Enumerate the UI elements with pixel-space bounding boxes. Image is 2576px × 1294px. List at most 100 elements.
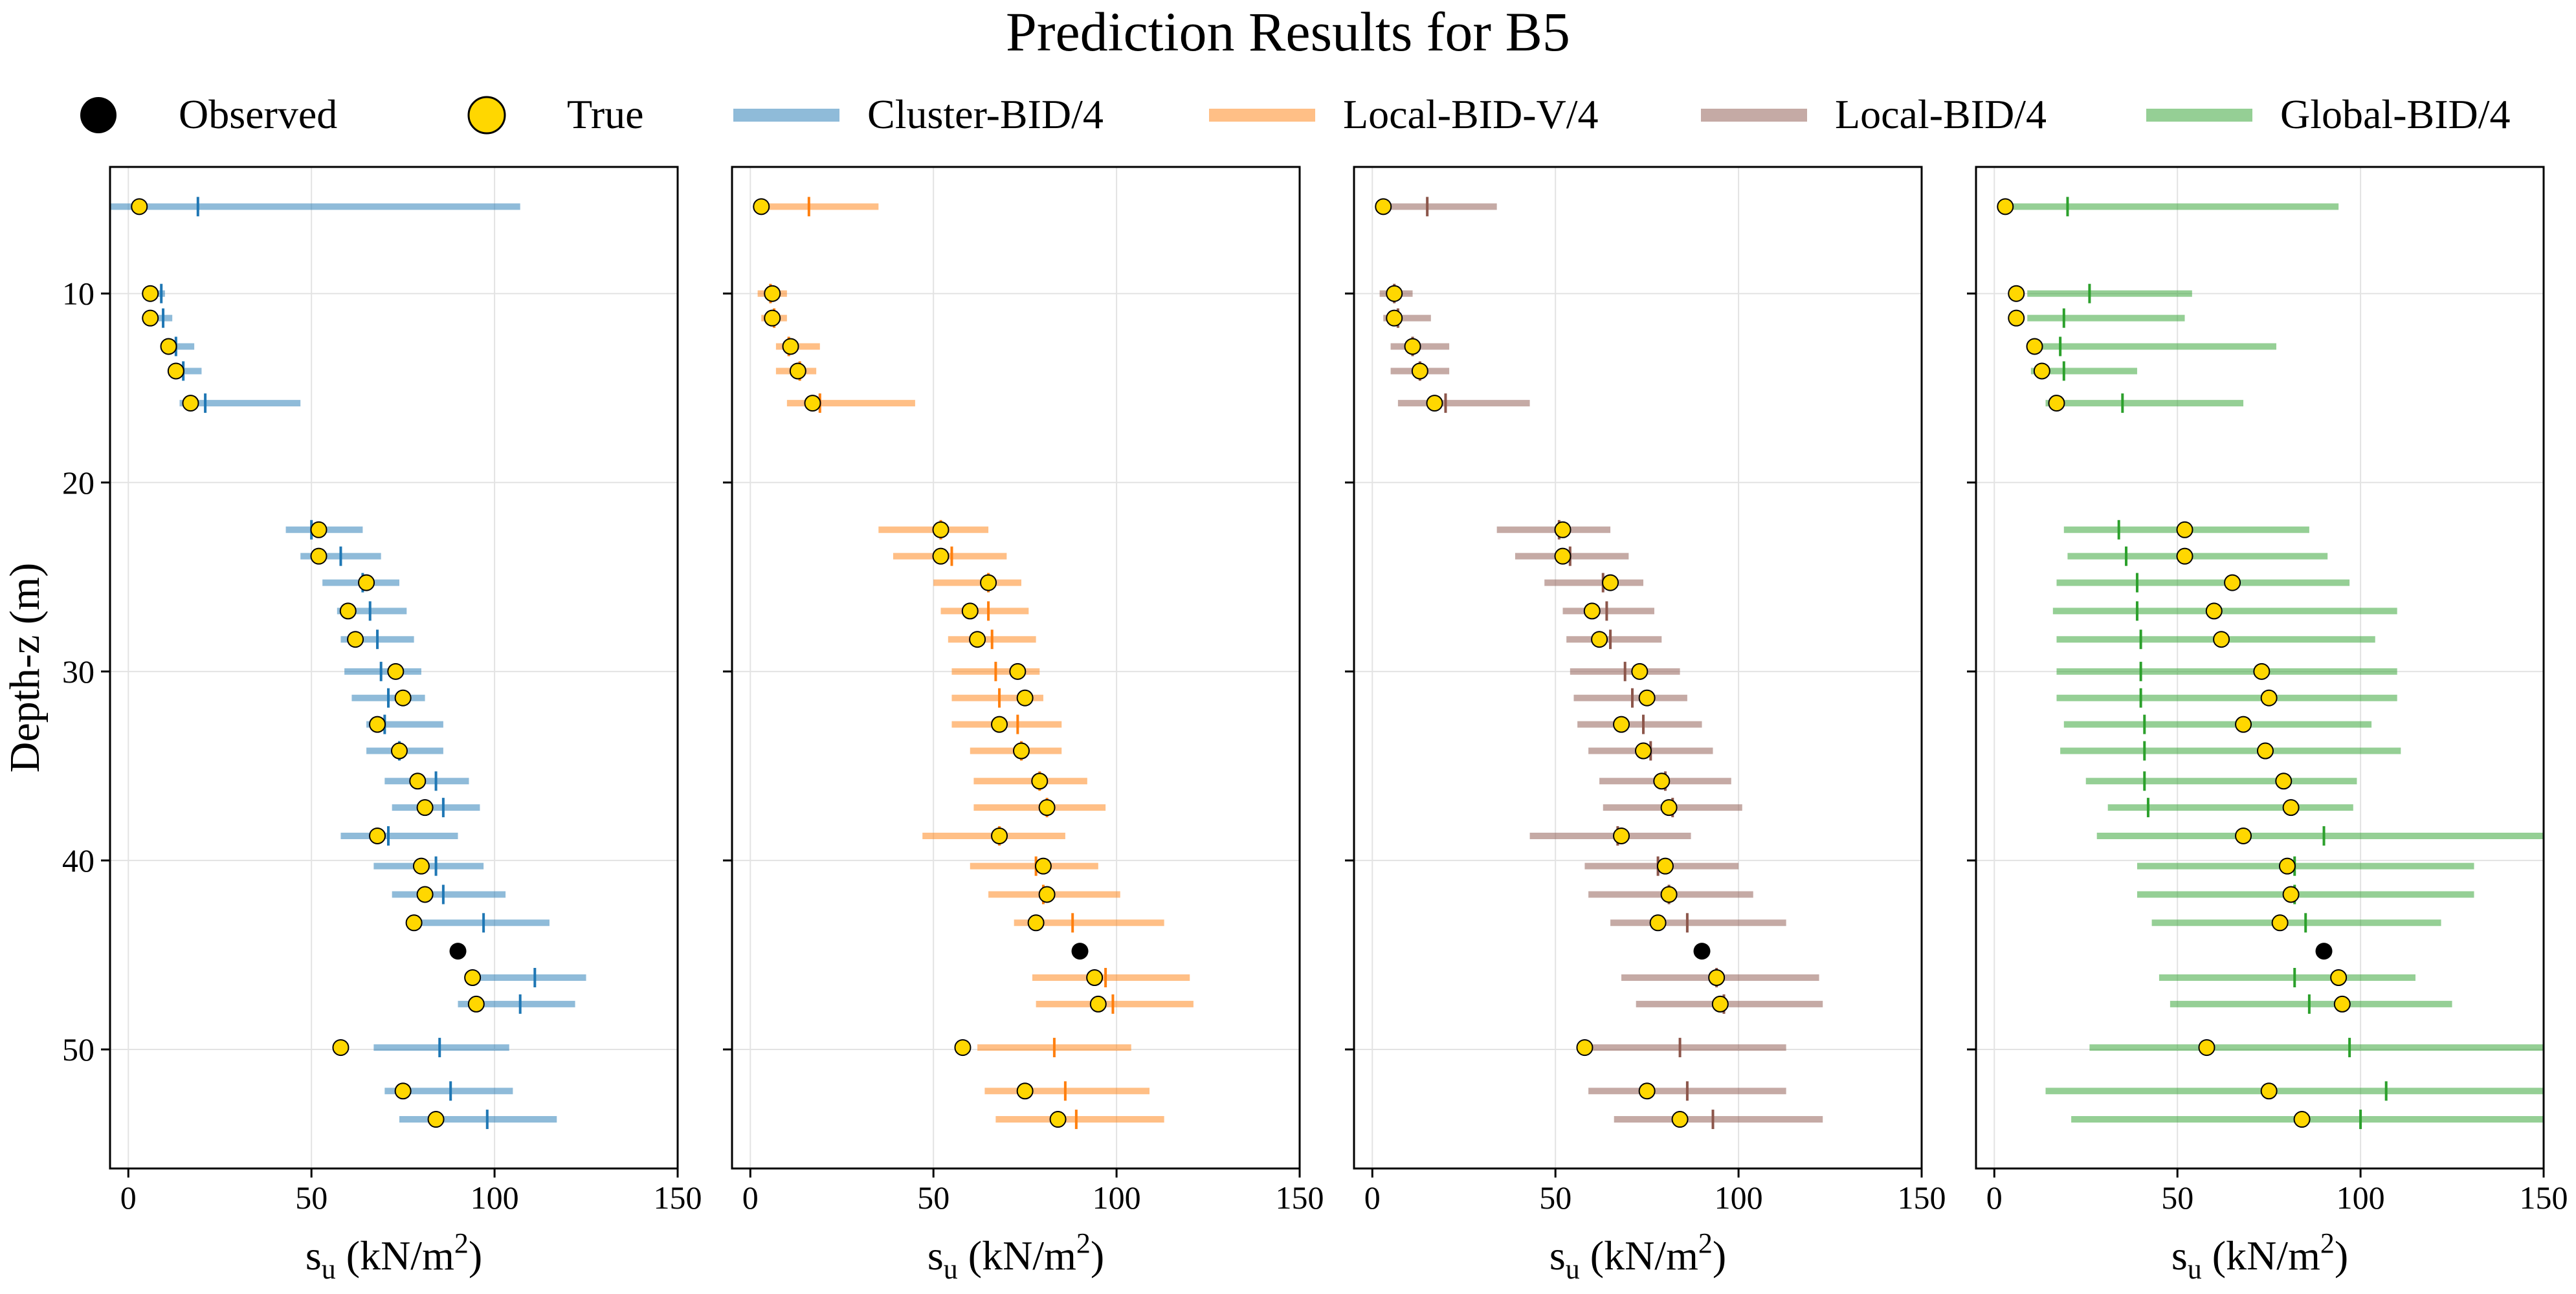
plot-area xyxy=(1997,197,2544,1130)
legend: Observed True Cluster-BID/4 Local-BID-V/4 Lo… xyxy=(80,91,2511,137)
true-point xyxy=(1708,969,1726,987)
true-point xyxy=(1634,742,1652,760)
true-point xyxy=(2260,689,2278,707)
true-point xyxy=(390,742,408,760)
true-point xyxy=(2033,362,2050,380)
plot-area xyxy=(753,197,1194,1130)
true-point xyxy=(369,827,386,844)
true-point xyxy=(339,602,357,620)
legend-label: Cluster-BID/4 xyxy=(867,91,1104,137)
x-tick-label: 0 xyxy=(742,1179,759,1216)
true-point xyxy=(1031,773,1049,790)
x-tick-label: 100 xyxy=(1715,1179,1763,1216)
true-point xyxy=(409,773,427,790)
true-point xyxy=(405,914,423,932)
true-point xyxy=(789,362,806,380)
true-point xyxy=(1576,1039,1593,1057)
true-point xyxy=(358,574,375,591)
true-point xyxy=(2008,285,2025,302)
x-tick-label: 0 xyxy=(120,1179,137,1216)
true-point xyxy=(1016,1082,1034,1100)
x-tick-label: 150 xyxy=(1276,1179,1324,1216)
true-point xyxy=(2271,914,2289,932)
legend-item-observed: Observed xyxy=(80,91,337,137)
panel-cluster-bid-4: 0 50 100 150 10 20 30 40 50 su (kN/m2) xyxy=(62,166,702,1285)
axes-frame xyxy=(109,166,679,1170)
true-point xyxy=(1426,395,1443,412)
x-tick-label: 100 xyxy=(2337,1179,2385,1216)
true-point xyxy=(1638,689,1656,707)
true-point xyxy=(932,547,949,565)
true-point xyxy=(347,631,364,648)
true-point xyxy=(980,574,997,591)
true-point xyxy=(1583,602,1601,620)
true-point xyxy=(1386,309,1403,327)
true-point xyxy=(2176,547,2193,565)
legend-item-true: True xyxy=(467,91,644,137)
true-point xyxy=(2253,663,2271,680)
true-point xyxy=(2275,773,2293,790)
true-point xyxy=(1671,1111,1689,1128)
true-point xyxy=(332,1039,350,1057)
true-point xyxy=(2198,1039,2215,1057)
true-point xyxy=(2282,886,2300,903)
true-point xyxy=(182,395,199,412)
chart-title: Prediction Results for B5 xyxy=(1006,1,1570,63)
observed-point xyxy=(449,943,467,960)
true-point xyxy=(310,521,328,538)
true-point xyxy=(1631,663,1649,680)
true-point xyxy=(2213,631,2230,648)
true-point xyxy=(2330,969,2348,987)
x-tick-label: 150 xyxy=(1898,1179,1946,1216)
legend-label: Observed xyxy=(179,91,337,137)
true-point xyxy=(167,362,184,380)
true-point xyxy=(1049,1111,1067,1128)
true-point xyxy=(2260,1082,2278,1100)
x-axis-label: su (kN/m2) xyxy=(305,1227,482,1285)
true-point xyxy=(142,285,159,302)
true-point xyxy=(142,309,159,327)
true-point xyxy=(2235,827,2252,844)
true-point xyxy=(427,1111,445,1128)
observed-point xyxy=(2315,943,2333,960)
legend-label: True xyxy=(567,91,644,137)
x-tick-label: 50 xyxy=(295,1179,328,1216)
true-point xyxy=(1554,521,1571,538)
true-point xyxy=(2256,742,2274,760)
true-point xyxy=(764,285,781,302)
true-point xyxy=(394,1082,412,1100)
true-point xyxy=(1404,338,1421,355)
true-point xyxy=(932,521,949,538)
true-point xyxy=(1012,742,1030,760)
true-point xyxy=(1711,995,1729,1013)
panel-local-bid-4: 0 50 100 150 su (kN/m2) xyxy=(1345,166,1946,1285)
x-tick-label: 50 xyxy=(2161,1179,2193,1216)
true-point xyxy=(394,689,412,707)
true-point xyxy=(969,631,986,648)
true-point xyxy=(991,716,1008,733)
true-point xyxy=(2008,309,2025,327)
legend-item-global-bid-4: Global-BID/4 xyxy=(2146,91,2511,137)
y-tick-label: 30 xyxy=(62,653,94,690)
true-point xyxy=(1038,886,1056,903)
true-point xyxy=(2278,857,2296,875)
y-axis-label: Depth-z (m) xyxy=(1,563,49,773)
true-point xyxy=(1086,969,1104,987)
x-tick-label: 100 xyxy=(471,1179,519,1216)
x-tick-label: 150 xyxy=(2520,1179,2568,1216)
y-tick-label: 40 xyxy=(62,842,94,879)
x-axis-label: su (kN/m2) xyxy=(2171,1227,2348,1285)
true-point xyxy=(1613,827,1630,844)
true-point xyxy=(160,338,177,355)
true-point xyxy=(1034,857,1052,875)
true-point xyxy=(1638,1082,1656,1100)
true-point xyxy=(2293,1111,2311,1128)
legend-marker xyxy=(467,96,506,135)
y-tick-label: 20 xyxy=(62,465,94,501)
plot-area xyxy=(110,197,586,1130)
true-point xyxy=(2048,395,2065,412)
true-point xyxy=(1660,799,1678,817)
true-point xyxy=(2176,521,2193,538)
true-point xyxy=(1386,285,1403,302)
